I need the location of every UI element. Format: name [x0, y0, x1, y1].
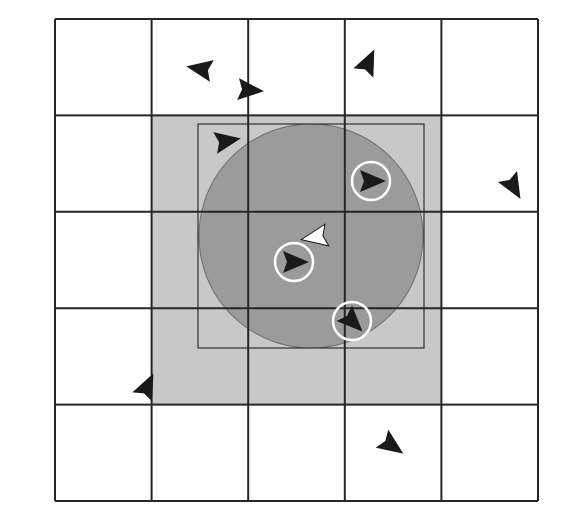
arrowhead-icon — [283, 251, 309, 273]
neighbor-ring-icon — [350, 160, 392, 202]
arrowhead-icon — [237, 78, 264, 100]
grid-lines — [54, 18, 539, 502]
agents-layer — [132, 49, 521, 454]
neighbor-agent — [283, 251, 309, 273]
focal-agent — [299, 223, 330, 247]
neighbor-ring-icon — [273, 241, 315, 283]
arrowhead-icon — [360, 170, 386, 192]
arrowhead-icon — [497, 170, 521, 199]
arrowhead-icon — [132, 373, 154, 402]
arrowhead-icon — [353, 49, 375, 78]
arrowhead-icon — [375, 429, 404, 454]
arrowhead-icon — [336, 305, 363, 332]
agent — [132, 373, 154, 402]
neighbor-agent — [336, 305, 363, 332]
agent — [353, 49, 375, 78]
arrowhead-icon — [299, 223, 330, 247]
neighbor-ring-icon — [331, 300, 373, 342]
query-bounding-box — [197, 123, 425, 349]
agent — [497, 170, 521, 199]
arrowhead-icon — [213, 132, 241, 154]
agent — [213, 132, 241, 154]
agent — [375, 429, 404, 454]
neighbor-agent — [360, 170, 386, 192]
arrowhead-icon — [186, 60, 214, 82]
agent — [237, 78, 264, 100]
agent — [186, 60, 214, 82]
